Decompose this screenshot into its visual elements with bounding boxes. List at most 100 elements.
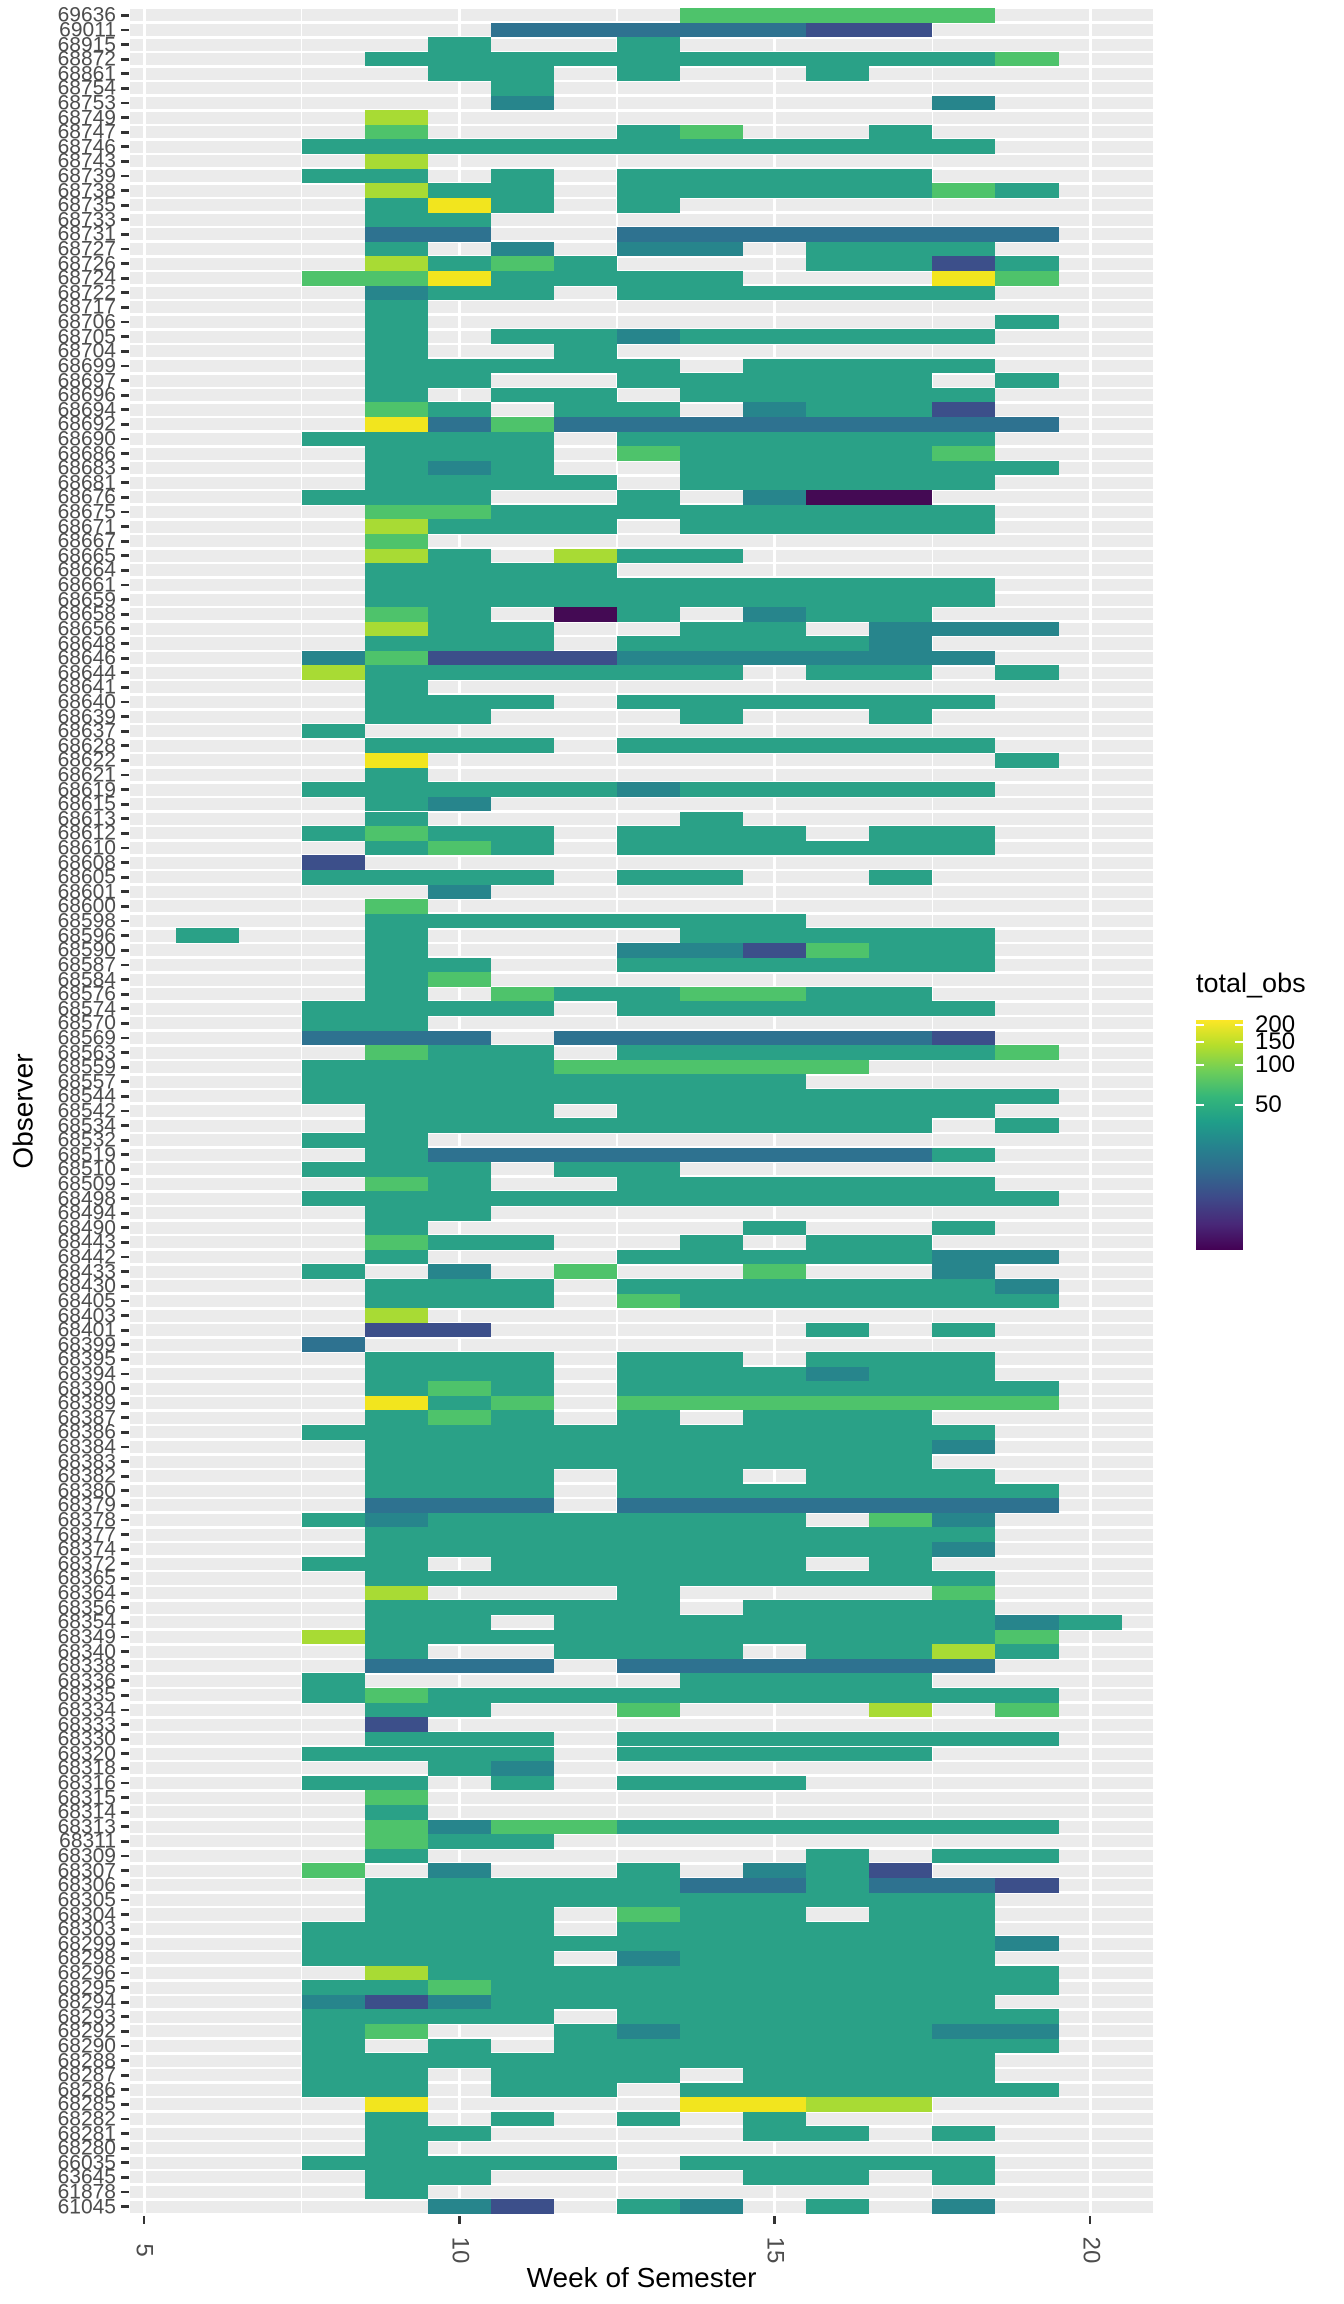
y-tick-label: 68354 bbox=[57, 1610, 116, 1634]
y-tick-label: 68731 bbox=[57, 222, 116, 246]
heatmap-tile bbox=[806, 1410, 870, 1426]
y-tick-mark bbox=[121, 1460, 129, 1464]
y-tick-label: 68696 bbox=[57, 383, 116, 407]
heatmap-tile bbox=[617, 1249, 681, 1265]
heatmap-tile bbox=[490, 1001, 554, 1017]
heatmap-tile bbox=[995, 1191, 1059, 1206]
y-tick-mark bbox=[121, 1197, 129, 1201]
heatmap-tile bbox=[301, 1074, 365, 1090]
heatmap-tile bbox=[869, 1600, 933, 1615]
y-tick-label: 68389 bbox=[57, 1391, 116, 1415]
y-gridline bbox=[130, 927, 1153, 930]
y-gridline bbox=[130, 1715, 1153, 1719]
heatmap-tile bbox=[301, 1673, 365, 1689]
heatmap-tile bbox=[490, 1921, 554, 1937]
heatmap-tile bbox=[617, 694, 681, 710]
heatmap-tile bbox=[427, 66, 491, 82]
heatmap-tile bbox=[427, 1147, 491, 1163]
heatmap-tile bbox=[364, 139, 428, 155]
y-gridline bbox=[130, 1672, 1153, 1675]
heatmap-tile bbox=[490, 592, 554, 607]
y-gridline bbox=[130, 313, 1153, 317]
y-tick-label: 68311 bbox=[59, 1829, 116, 1853]
heatmap-tile bbox=[869, 1994, 933, 2010]
heatmap-tile bbox=[364, 373, 428, 388]
heatmap-tile bbox=[932, 1658, 996, 1674]
heatmap-tile bbox=[806, 1951, 870, 1966]
y-tick-label: 68356 bbox=[57, 1596, 116, 1620]
y-gridline bbox=[130, 1949, 1153, 1953]
heatmap-tile bbox=[364, 1512, 428, 1528]
heatmap-tile bbox=[743, 1892, 807, 1908]
heatmap-tile bbox=[869, 285, 933, 301]
heatmap-tile bbox=[995, 621, 1059, 637]
heatmap-tile bbox=[932, 1439, 996, 1455]
heatmap-tile bbox=[617, 1118, 681, 1133]
y-gridline bbox=[130, 459, 1153, 463]
y-tick-label: 68379 bbox=[57, 1493, 116, 1517]
heatmap-tile bbox=[995, 1498, 1059, 1513]
heatmap-tile bbox=[932, 256, 996, 271]
heatmap-tile bbox=[869, 183, 933, 198]
heatmap-tile bbox=[364, 1980, 428, 1995]
heatmap-tile bbox=[301, 723, 365, 739]
y-tick-mark bbox=[121, 1796, 129, 1800]
heatmap-tile bbox=[743, 8, 807, 23]
heatmap-tile bbox=[427, 2199, 491, 2214]
heatmap-tile bbox=[364, 256, 428, 271]
heatmap-tile bbox=[680, 811, 744, 827]
heatmap-tile bbox=[427, 738, 491, 754]
y-tick-mark bbox=[121, 1679, 129, 1683]
y-gridline bbox=[130, 1263, 1153, 1266]
y-tick-label: 68557 bbox=[57, 1070, 116, 1094]
heatmap-tile bbox=[806, 1483, 870, 1499]
y-tick-mark bbox=[121, 1650, 129, 1653]
heatmap-tile bbox=[995, 1118, 1059, 1133]
y-tick-mark bbox=[121, 773, 129, 777]
y-tick-label: 68443 bbox=[57, 1230, 116, 1254]
heatmap-tile bbox=[680, 986, 744, 1002]
heatmap-tile bbox=[364, 1892, 428, 1908]
heatmap-tile bbox=[869, 329, 933, 344]
heatmap-tile bbox=[553, 1980, 618, 1995]
heatmap-tile bbox=[364, 124, 428, 140]
heatmap-tile bbox=[617, 1512, 681, 1528]
y-tick-label: 68395 bbox=[57, 1347, 116, 1371]
heatmap-tile bbox=[680, 1103, 744, 1119]
heatmap-tile bbox=[806, 1965, 870, 1981]
heatmap-tile bbox=[617, 1074, 681, 1090]
x-tick-label: 15 bbox=[761, 2236, 789, 2264]
heatmap-tile bbox=[995, 227, 1059, 242]
heatmap-tile bbox=[869, 2009, 933, 2025]
heatmap-tile bbox=[869, 1863, 933, 1878]
heatmap-tile bbox=[806, 460, 870, 476]
y-tick-mark bbox=[121, 1182, 129, 1186]
y-tick-label: 68281 bbox=[57, 2122, 116, 2146]
y-tick-label: 68608 bbox=[57, 851, 116, 875]
heatmap-tile bbox=[869, 519, 933, 534]
heatmap-tile bbox=[806, 8, 870, 23]
y-tick-label: 68509 bbox=[57, 1172, 116, 1196]
heatmap-tile bbox=[301, 1425, 365, 1440]
y-tick-mark bbox=[121, 1241, 129, 1244]
x-gridline-major bbox=[142, 8, 146, 2214]
heatmap-tile bbox=[490, 1892, 554, 1908]
heatmap-tile bbox=[806, 1279, 870, 1294]
heatmap-tile bbox=[806, 329, 870, 344]
heatmap-tile bbox=[617, 51, 681, 67]
heatmap-tile bbox=[364, 1936, 428, 1952]
heatmap-tile bbox=[617, 1688, 681, 1703]
heatmap-tile bbox=[680, 1176, 744, 1192]
heatmap-tile bbox=[869, 504, 933, 520]
heatmap-tile bbox=[743, 1746, 807, 1762]
heatmap-tile bbox=[364, 1089, 428, 1104]
heatmap-tile bbox=[301, 2053, 365, 2068]
heatmap-tile bbox=[806, 66, 870, 82]
heatmap-tile bbox=[553, 1965, 618, 1981]
heatmap-tile bbox=[364, 1556, 428, 1572]
y-gridline bbox=[130, 707, 1153, 711]
y-tick-label: 68498 bbox=[57, 1187, 116, 1211]
heatmap-tile bbox=[932, 1600, 996, 1615]
y-tick-label: 68303 bbox=[57, 1917, 116, 1941]
heatmap-tile bbox=[743, 650, 807, 666]
